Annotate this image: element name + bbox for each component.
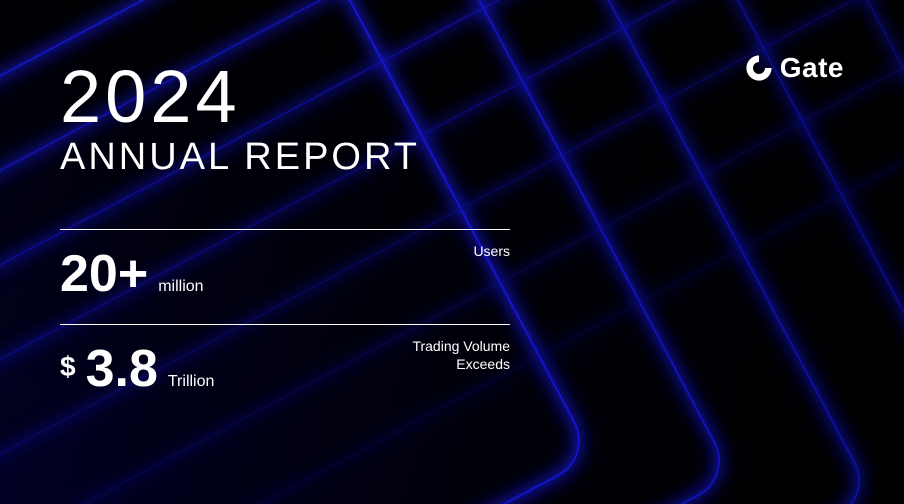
stat-unit: Trillion [168,373,215,391]
stat-value: $ 3.8 Trillion [60,343,214,397]
stat-value: 20+ million [60,248,204,302]
brand-logo: Gate [744,52,844,84]
brand-name: Gate [780,52,844,84]
stat-unit: million [158,278,203,296]
stat-number: 3.8 [86,343,158,395]
stat-number: 20+ [60,248,148,300]
stat-volume: Trading VolumeExceeds $ 3.8 Trillion [60,324,510,419]
stat-users: Users 20+ million [60,229,510,324]
stat-label: Users [473,242,510,260]
stat-label: Trading VolumeExceeds [412,337,510,373]
stats-block: Users 20+ million Trading VolumeExceeds … [60,229,510,419]
stat-prefix: $ [60,351,76,383]
gate-logo-icon [744,53,774,83]
report-subtitle: ANNUAL REPORT [60,136,904,179]
